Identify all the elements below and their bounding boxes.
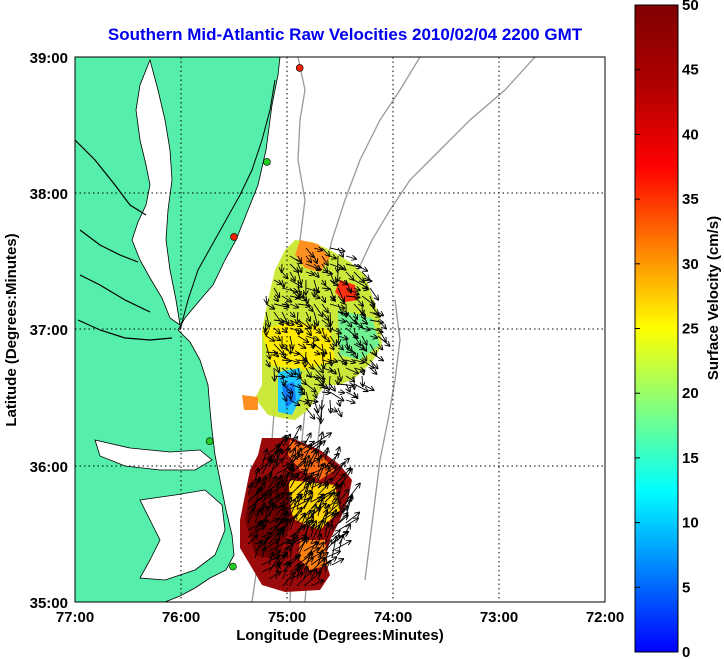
colorbar-tick-label: 30 — [682, 256, 699, 273]
map-grid — [75, 57, 605, 602]
velocity-north-orange-patch — [242, 395, 258, 410]
colorbar-tick-label: 40 — [682, 126, 699, 143]
radar-station-marker — [230, 233, 238, 241]
colorbar-tick-label: 35 — [682, 191, 699, 208]
x-tick-label: 74:00 — [374, 609, 412, 626]
y-tick-label: 37:00 — [30, 322, 68, 339]
radar-stations — [205, 64, 304, 571]
colorbar-label: Surface Velocity (cm/s) — [705, 216, 722, 380]
colorbar-tick-label: 50 — [682, 0, 699, 14]
map-title: Southern Mid-Atlantic Raw Velocities 201… — [108, 25, 583, 44]
y-tick-label: 36:00 — [30, 459, 68, 476]
radar-station-marker — [229, 562, 237, 571]
y-tick-label: 35:00 — [30, 595, 68, 612]
james-river — [77, 319, 173, 341]
y-axis: 39:00 38:00 37:00 36:00 35:00 Latitude (… — [3, 50, 68, 612]
york-river — [79, 274, 151, 313]
eastern-shore-coast — [179, 79, 276, 331]
colorbar-tick-label: 15 — [682, 450, 699, 467]
pamlico-sound — [139, 489, 226, 581]
x-tick-label: 73:00 — [480, 609, 518, 626]
x-tick-label: 72:00 — [586, 609, 624, 626]
colorbar-tick-label: 45 — [682, 62, 699, 79]
colorbar-tick-label: 25 — [682, 321, 699, 338]
y-axis-label: Latitude (Degrees:Minutes) — [3, 233, 20, 426]
velocity-arrows — [247, 248, 390, 587]
colorbar-gradient — [634, 4, 679, 653]
rappahannock-river — [79, 229, 139, 263]
radar-station-marker — [205, 437, 214, 446]
colorbar-tick-label: 10 — [682, 515, 699, 532]
map-plot-area — [75, 57, 605, 602]
colorbar-tick-label: 0 — [682, 644, 690, 659]
y-tick-label: 38:00 — [30, 186, 68, 203]
potomac-river — [75, 139, 147, 216]
x-tick-label: 75:00 — [268, 609, 306, 626]
colorbar-tick-label: 20 — [682, 385, 699, 402]
radar-station-marker — [263, 158, 271, 166]
y-tick-label: 39:00 — [30, 50, 68, 67]
albemarle-sound — [94, 439, 213, 471]
radar-station-marker — [295, 64, 304, 72]
x-tick-label: 76:00 — [162, 609, 200, 626]
x-axis-label: Longitude (Degrees:Minutes) — [236, 627, 444, 644]
colorbar-tick-label: 5 — [682, 579, 690, 596]
plot-border — [74, 56, 606, 603]
x-axis: 77:00 76:00 75:00 74:00 73:00 72:00 Long… — [56, 609, 624, 644]
x-tick-label: 77:00 — [56, 609, 94, 626]
